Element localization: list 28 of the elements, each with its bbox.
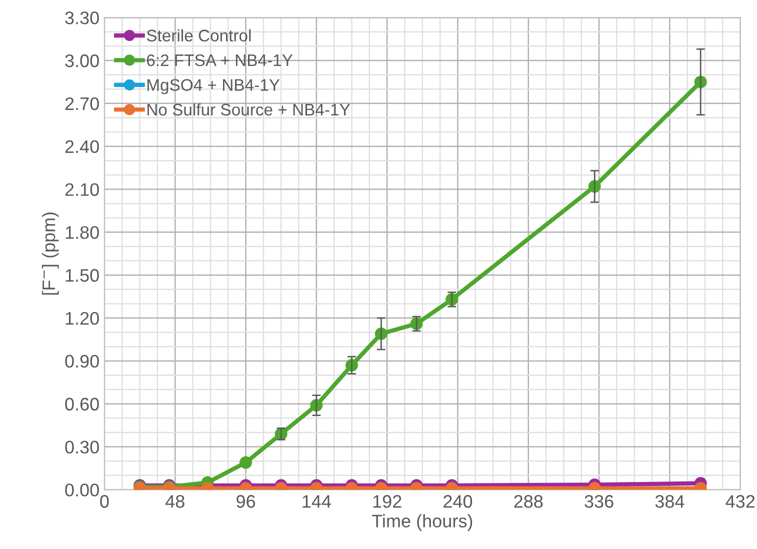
y-tick-label: 1.80 [66, 226, 99, 239]
x-tick-label: 240 [444, 495, 472, 508]
y-tick-label: 0.00 [65, 484, 99, 496]
x-tick-label: 336 [584, 495, 614, 508]
x-tick-label: 384 [655, 495, 684, 508]
x-tick-label: 288 [514, 495, 543, 508]
y-tick-label: 0.60 [65, 398, 99, 411]
y-tick-label: 0.90 [65, 354, 99, 368]
y-tick-label: 0.30 [65, 440, 99, 454]
y-tick-label: 3.00 [65, 54, 99, 68]
x-tick-label: 0 [100, 495, 109, 508]
legend-label: MgSO4 + NB4-1Y [148, 79, 280, 94]
x-axis-title: Time (hours) [372, 514, 472, 531]
x-tick-label: 96 [236, 495, 256, 508]
legend-label: 6:2 FTSA + NB4-1Y [146, 54, 293, 66]
y-tick-label: 1.50 [66, 269, 99, 282]
y-axis-title: [F$^{−}$] (ppm) [42, 212, 59, 295]
x-tick-label: 48 [165, 495, 184, 508]
legend-label: Sterile Control [146, 29, 251, 42]
x-tick-label: 192 [373, 495, 402, 508]
y-tick-label: 2.10 [65, 183, 99, 196]
y-tick-label: 1.20 [66, 312, 99, 325]
legend-label: No Sulfur Source + NB4-1Y [148, 103, 350, 116]
x-tick-label: 144 [302, 495, 331, 508]
y-tick-label: 2.70 [65, 97, 99, 110]
x-tick-label: 432 [726, 495, 755, 508]
y-tick-label: 2.40 [65, 140, 99, 154]
y-tick-label: 3.30 [65, 12, 99, 24]
